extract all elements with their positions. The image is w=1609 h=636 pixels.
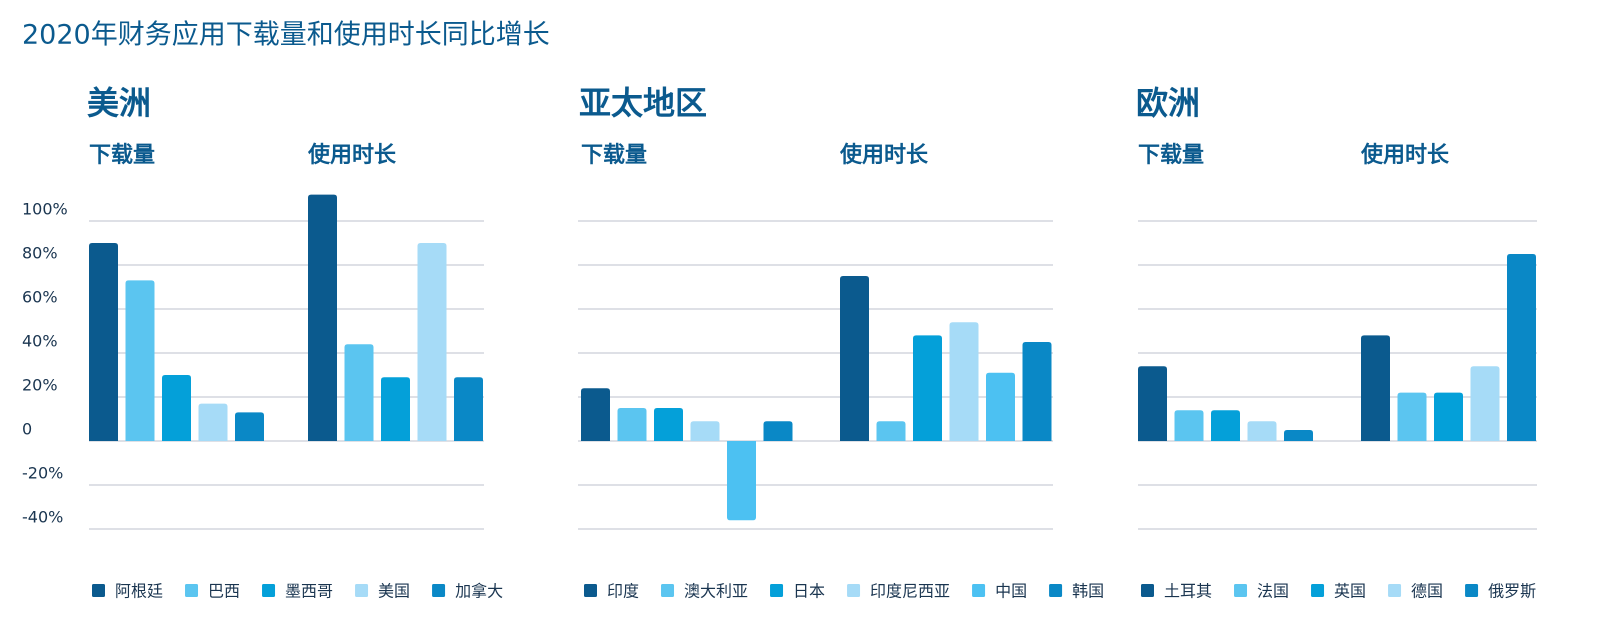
bar bbox=[1174, 410, 1204, 441]
legend-label: 土耳其 bbox=[1164, 582, 1212, 601]
legend-label: 印度尼西亚 bbox=[870, 582, 950, 601]
legend-label: 德国 bbox=[1411, 582, 1443, 601]
bar bbox=[308, 194, 337, 441]
bar bbox=[617, 408, 647, 441]
bar bbox=[986, 372, 1015, 441]
legend-swatch bbox=[1388, 584, 1402, 597]
legend-swatch bbox=[355, 584, 369, 597]
group-label: 下载量 bbox=[89, 142, 155, 168]
y-tick-label: 20% bbox=[22, 376, 58, 395]
bar bbox=[1022, 342, 1052, 441]
legend-swatch bbox=[770, 584, 784, 597]
bar bbox=[949, 322, 979, 441]
group-label: 使用时长 bbox=[839, 143, 929, 168]
bar bbox=[1470, 366, 1500, 441]
bar bbox=[381, 377, 410, 441]
legend-label: 印度 bbox=[607, 582, 639, 601]
legend-swatch bbox=[661, 584, 675, 597]
bar bbox=[727, 441, 756, 521]
panel-title: 亚太地区 bbox=[579, 84, 707, 122]
bar bbox=[198, 403, 228, 441]
bar bbox=[454, 377, 483, 441]
bar bbox=[763, 421, 793, 441]
legend-label: 日本 bbox=[793, 582, 825, 601]
bar bbox=[417, 243, 447, 441]
bar bbox=[1507, 254, 1536, 441]
legend-swatch bbox=[1465, 584, 1479, 597]
legend-swatch bbox=[1049, 584, 1063, 597]
bar bbox=[125, 280, 155, 441]
bar bbox=[1247, 421, 1277, 441]
legend-label: 韩国 bbox=[1072, 582, 1104, 601]
legend-label: 法国 bbox=[1257, 582, 1289, 601]
bar bbox=[162, 375, 191, 441]
legend-swatch bbox=[92, 584, 105, 597]
bar bbox=[1138, 366, 1167, 441]
legend-swatch bbox=[262, 584, 276, 597]
legend-swatch bbox=[1141, 584, 1154, 597]
y-tick-label: 60% bbox=[22, 288, 58, 307]
legend-swatch bbox=[972, 584, 986, 597]
legend-label: 俄罗斯 bbox=[1488, 582, 1536, 601]
bar bbox=[876, 421, 906, 441]
panel-title: 欧洲 bbox=[1136, 84, 1200, 122]
group-label: 下载量 bbox=[581, 142, 647, 168]
bar bbox=[690, 421, 720, 441]
panel-title: 美洲 bbox=[87, 84, 151, 122]
bar bbox=[581, 388, 610, 441]
legend-label: 澳大利亚 bbox=[684, 582, 748, 601]
group-label: 使用时长 bbox=[1360, 143, 1450, 168]
y-tick-label: -40% bbox=[22, 508, 63, 527]
y-tick-label: 0 bbox=[22, 420, 32, 439]
y-tick-label: 40% bbox=[22, 332, 58, 351]
legend-swatch bbox=[185, 584, 199, 597]
bar bbox=[89, 243, 118, 441]
bar bbox=[1284, 430, 1313, 441]
bar bbox=[1434, 392, 1463, 441]
legend-swatch bbox=[847, 584, 861, 597]
legend-swatch bbox=[1311, 584, 1325, 597]
bar bbox=[235, 412, 264, 441]
page-title: 2020年财务应用下载量和使用时长同比增长 bbox=[22, 20, 550, 51]
legend-swatch bbox=[1234, 584, 1248, 597]
legend-label: 阿根廷 bbox=[115, 582, 163, 601]
legend-swatch bbox=[584, 584, 597, 597]
y-tick-label: 80% bbox=[22, 244, 58, 263]
legend-swatch bbox=[432, 584, 446, 597]
bar bbox=[913, 335, 942, 441]
legend-label: 加拿大 bbox=[455, 582, 503, 601]
group-label: 使用时长 bbox=[307, 143, 397, 168]
bar bbox=[1397, 392, 1427, 441]
bar bbox=[1361, 335, 1390, 441]
bar bbox=[654, 408, 683, 441]
legend-label: 英国 bbox=[1334, 582, 1366, 601]
y-tick-label: 100% bbox=[22, 200, 68, 219]
legend-label: 墨西哥 bbox=[285, 582, 333, 601]
legend-label: 美国 bbox=[378, 582, 410, 601]
legend-label: 中国 bbox=[995, 582, 1027, 601]
bar bbox=[1211, 410, 1240, 441]
group-label: 下载量 bbox=[1138, 142, 1204, 168]
bar bbox=[344, 344, 374, 441]
bar bbox=[840, 276, 869, 441]
y-tick-label: -20% bbox=[22, 464, 63, 483]
legend-label: 巴西 bbox=[208, 582, 240, 601]
